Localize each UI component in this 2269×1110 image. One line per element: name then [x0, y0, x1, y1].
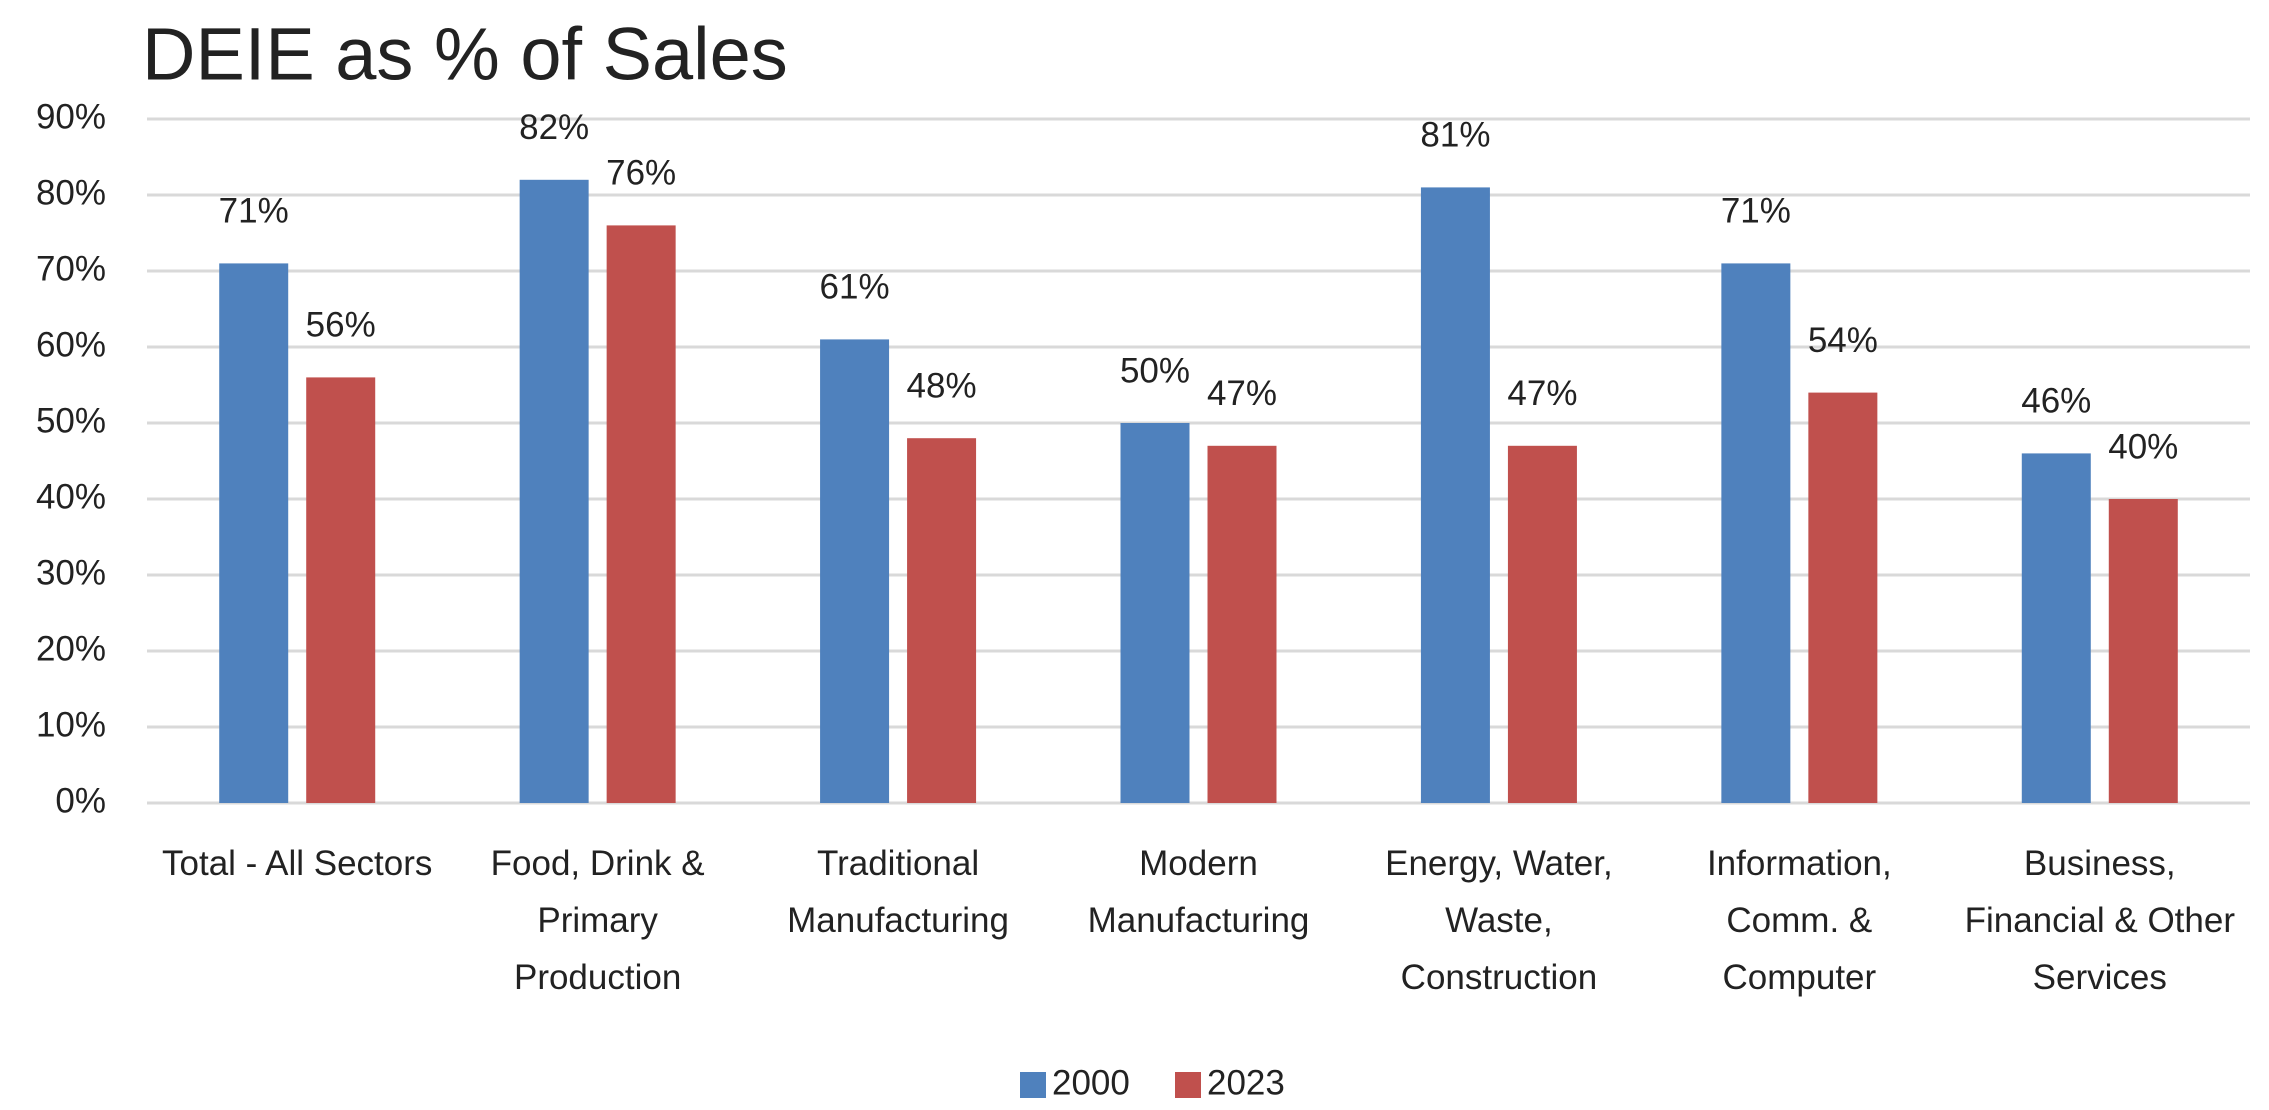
data-label: 54% — [1808, 321, 1878, 360]
y-tick-label: 60% — [36, 325, 106, 364]
bar — [2108, 499, 2178, 803]
bar — [306, 377, 376, 803]
y-tick-label: 0% — [55, 781, 106, 820]
x-tick-label: Food, Drink & Primary Production — [490, 844, 705, 997]
data-label: 76% — [606, 154, 676, 193]
bar — [1420, 187, 1490, 803]
y-tick-label: 90% — [36, 97, 106, 136]
y-tick-label: 30% — [36, 553, 106, 592]
y-tick-label: 80% — [36, 173, 106, 212]
data-label: 48% — [907, 366, 977, 405]
legend-swatch — [1020, 1072, 1046, 1098]
bar — [2021, 453, 2091, 803]
data-label: 71% — [1721, 192, 1791, 231]
bar — [519, 179, 589, 804]
data-label: 47% — [1507, 374, 1577, 413]
x-tick-label: Business, Financial & Other Services — [1964, 844, 2235, 997]
y-tick-label: 50% — [36, 401, 106, 440]
bar — [820, 339, 890, 803]
y-tick-label: 70% — [36, 249, 106, 288]
x-tick-label: Modern Manufacturing — [1087, 844, 1310, 940]
data-label: 50% — [1120, 351, 1190, 390]
data-label: 47% — [1207, 374, 1277, 413]
x-tick-label: Traditional Manufacturing — [787, 844, 1009, 940]
data-label: 46% — [2021, 382, 2091, 421]
data-label: 82% — [519, 108, 589, 147]
y-tick-label: 20% — [36, 629, 106, 668]
data-label: 71% — [219, 192, 289, 231]
y-tick-label: 40% — [36, 477, 106, 516]
bar — [1507, 445, 1577, 803]
bar — [606, 225, 676, 803]
x-tick-label: Total - All Sectors — [162, 844, 433, 883]
chart-title: DEIE as % of Sales — [142, 13, 788, 96]
y-tick-label: 10% — [36, 705, 106, 744]
bar — [907, 438, 977, 803]
bar — [1721, 263, 1791, 803]
data-label: 56% — [306, 306, 376, 345]
bar — [1207, 445, 1277, 803]
legend-label: 2000 — [1052, 1063, 1130, 1102]
legend-swatch — [1175, 1072, 1201, 1098]
legend-label: 2023 — [1207, 1063, 1285, 1102]
bar — [1120, 423, 1190, 803]
bar — [1808, 392, 1878, 803]
bar — [219, 263, 289, 803]
x-tick-label: Energy, Water, Waste, Construction — [1385, 844, 1613, 997]
x-tick-label: Information, Comm. & Computer — [1706, 844, 1892, 997]
data-label: 40% — [2108, 427, 2178, 466]
data-label: 81% — [1420, 116, 1490, 155]
data-label: 61% — [820, 268, 890, 307]
